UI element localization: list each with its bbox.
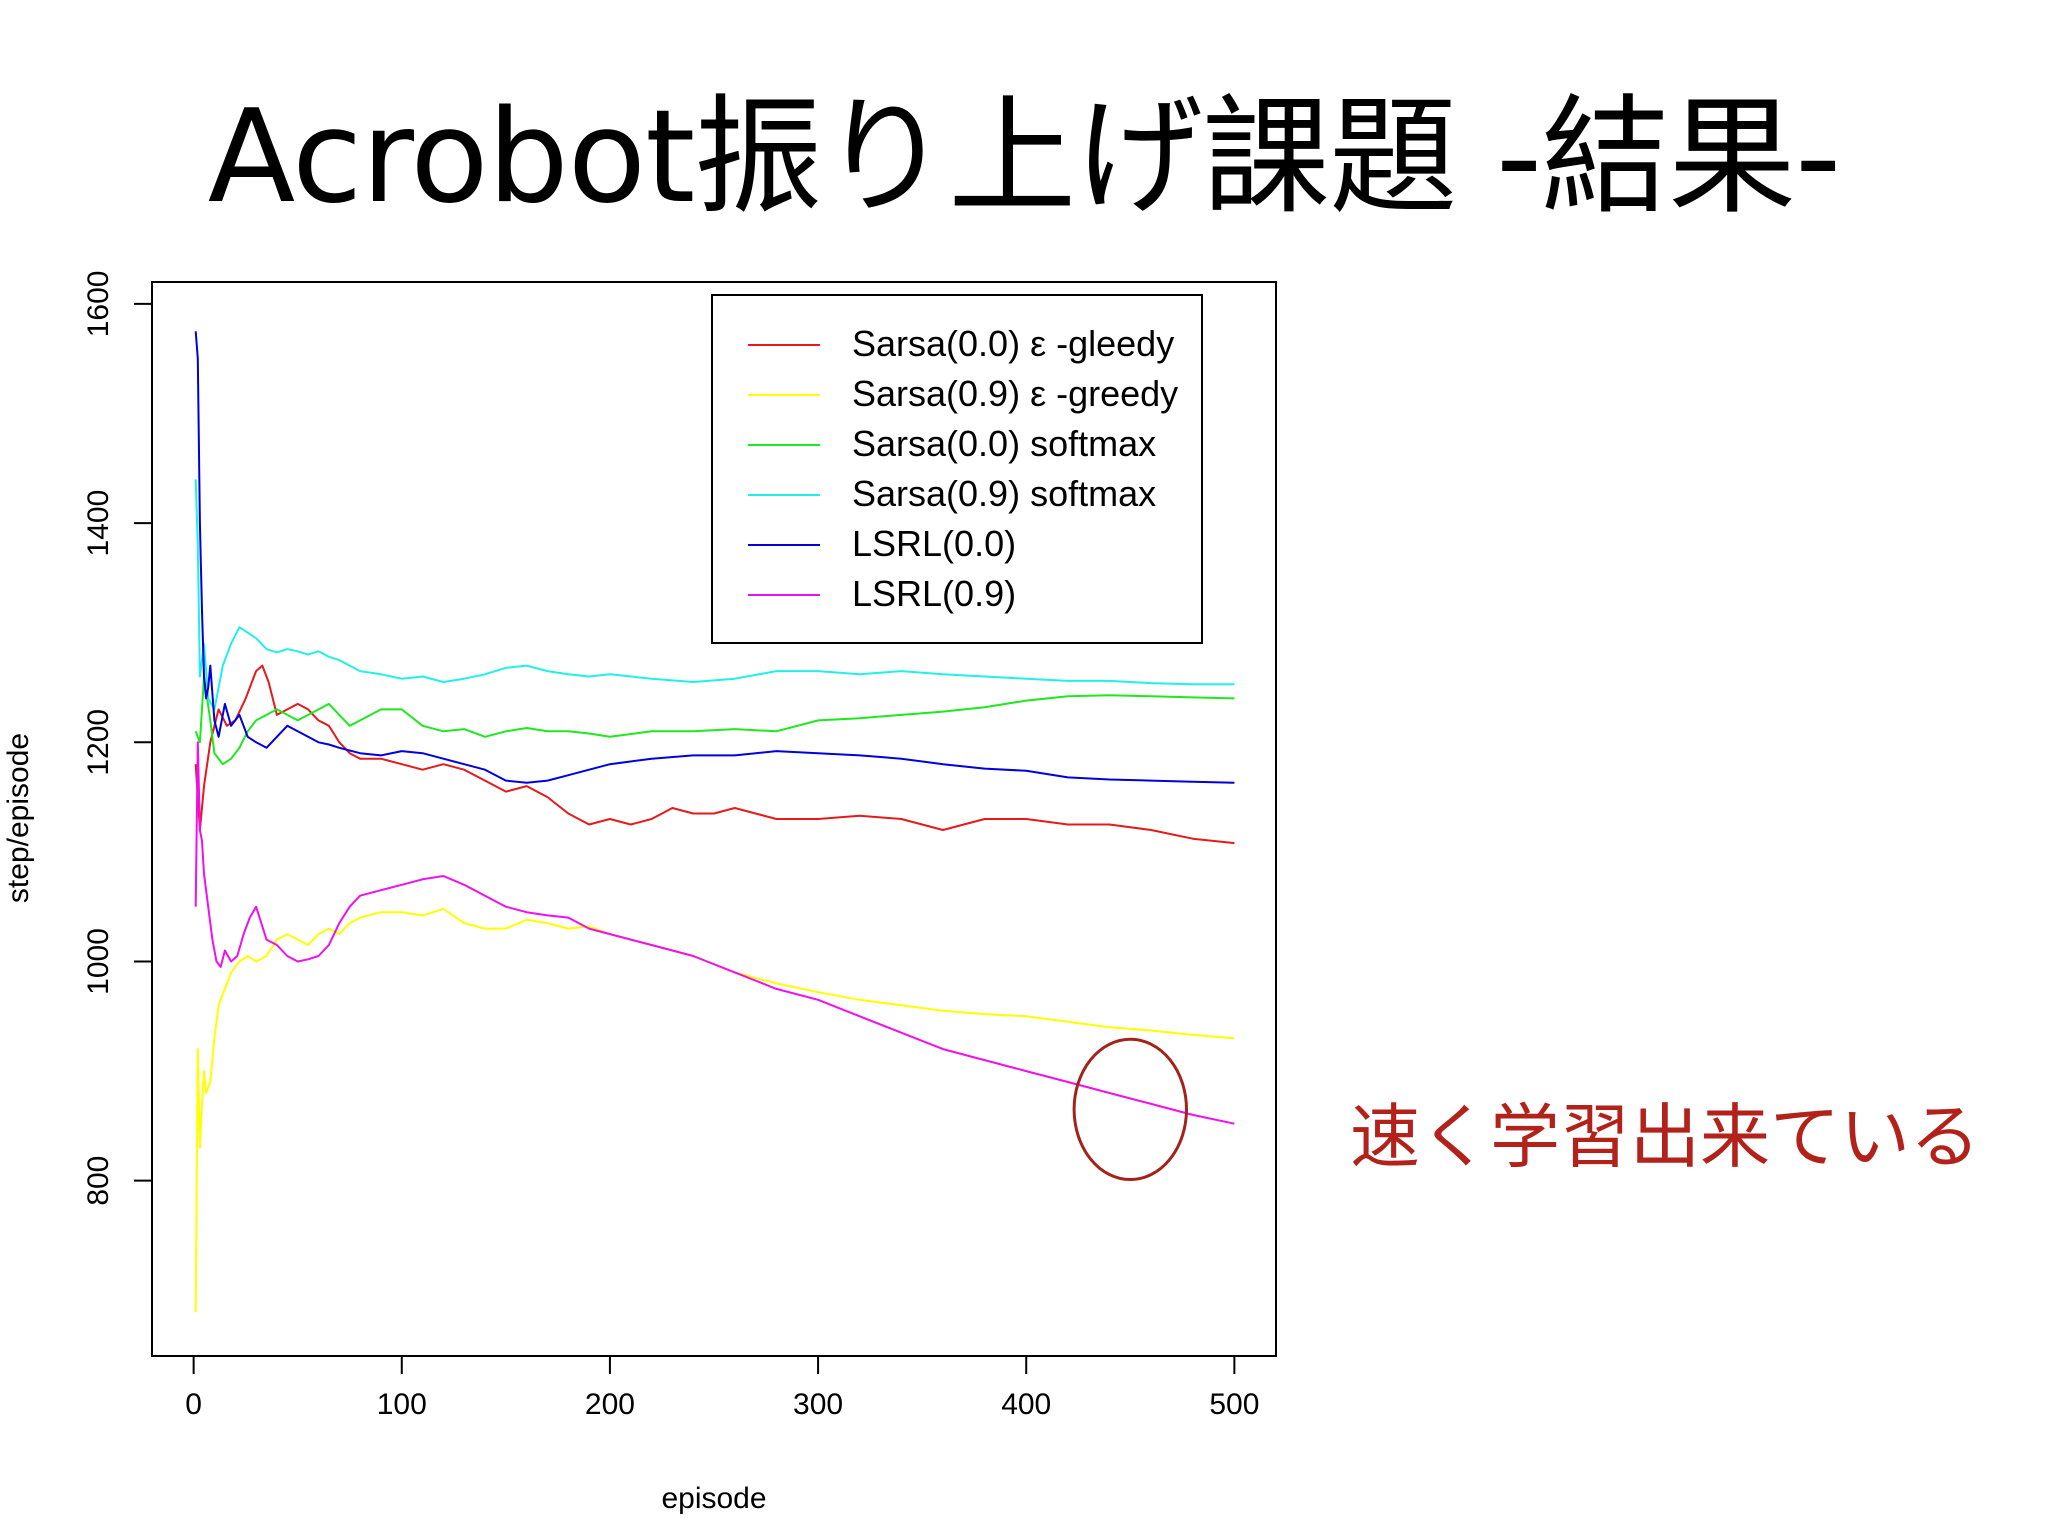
legend-label: Sarsa(0.0) softmax (852, 423, 1156, 464)
legend-label: Sarsa(0.9) softmax (852, 473, 1156, 514)
axes: 0 100 200 300 400 500 800 1000 1200 1400 1600 (82, 271, 1259, 1421)
series-line-2 (194, 907, 1235, 1313)
series-line-1 (194, 664, 1235, 845)
series-line-6 (194, 741, 1235, 1125)
annotation-text: 速く学習出来ている (1350, 1096, 1980, 1178)
y-tick-label: 1400 (82, 490, 115, 557)
series-lines (194, 331, 1235, 1313)
series-line-4 (194, 479, 1235, 711)
x-axis-label: episode (661, 1482, 766, 1515)
series-line-5 (194, 331, 1235, 784)
y-axis-label: step/episode (2, 733, 35, 903)
slide-title: Acrobot振り上げ課題 -結果- (207, 83, 1842, 232)
x-tick-label: 200 (585, 1388, 635, 1421)
legend-box (711, 294, 1203, 644)
x-tick-label: 100 (377, 1388, 427, 1421)
y-tick-label: 1200 (82, 709, 115, 776)
y-tick-label: 800 (82, 1156, 115, 1206)
y-tick-label: 1600 (82, 271, 115, 338)
series-line-3 (194, 675, 1235, 766)
legend-label: LSRL(0.9) (852, 573, 1016, 614)
x-tick-label: 500 (1209, 1388, 1259, 1421)
highlight-circle (1072, 1037, 1188, 1182)
x-tick-label: 300 (793, 1388, 843, 1421)
legend-label: LSRL(0.0) (852, 523, 1016, 564)
highlight-annotation (1072, 1037, 1188, 1182)
x-tick-label: 400 (1001, 1388, 1051, 1421)
legend: Sarsa(0.0) ε -gleedy Sarsa(0.9) ε -greedy… (711, 294, 1203, 644)
y-tick-label: 1000 (82, 928, 115, 995)
legend-label: Sarsa(0.9) ε -greedy (852, 373, 1178, 414)
legend-label: Sarsa(0.0) ε -gleedy (852, 323, 1174, 364)
x-tick-label: 0 (185, 1388, 202, 1421)
